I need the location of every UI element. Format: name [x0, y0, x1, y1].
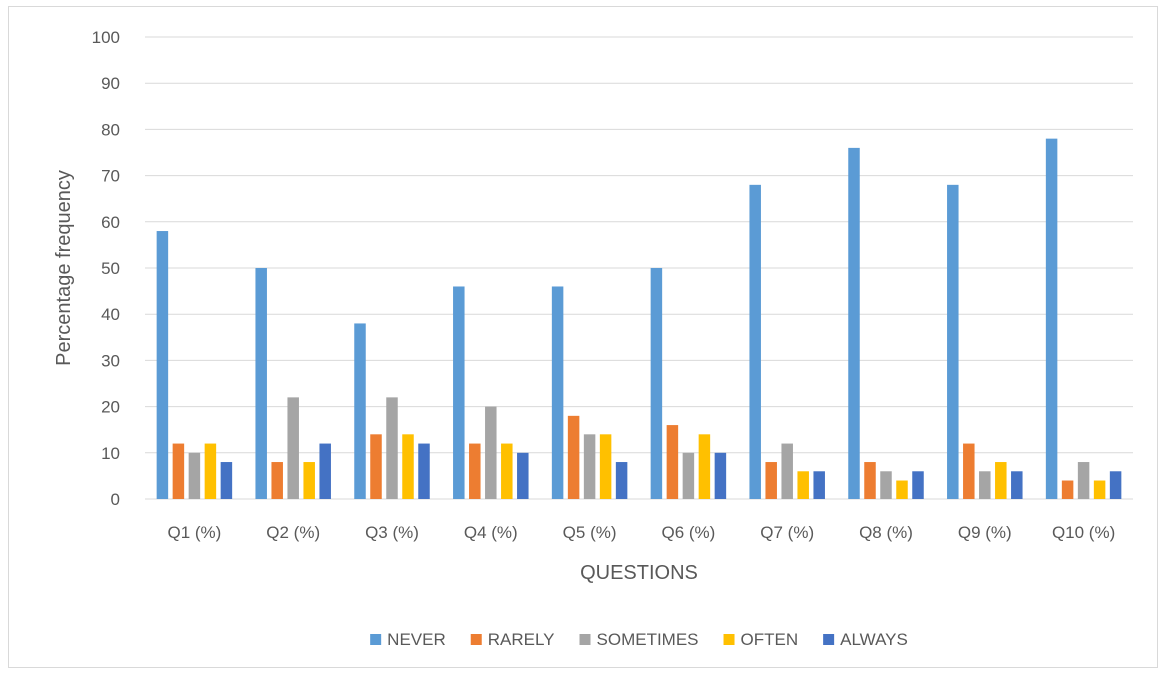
bar-often-q8	[896, 480, 908, 499]
bar-sometimes-q6	[682, 452, 695, 499]
x-tick-label: Q6 (%)	[661, 523, 715, 542]
bar-sometimes-q9	[979, 471, 991, 499]
bar-always-q9	[1011, 471, 1023, 499]
bar-always-q5	[615, 462, 628, 499]
legend-swatch	[370, 634, 382, 645]
legend-item-often: OFTEN	[723, 630, 799, 649]
y-tick-label: 100	[92, 28, 120, 47]
x-tick-label: Q4 (%)	[464, 523, 518, 542]
bar-sometimes-q8	[880, 471, 892, 499]
chart-frame	[8, 6, 1158, 668]
bars	[156, 138, 1122, 500]
bar-never-q9	[947, 184, 959, 499]
legend-label: OFTEN	[741, 630, 799, 649]
y-tick-label: 40	[101, 305, 120, 324]
legend-swatch	[723, 634, 735, 645]
y-axis-ticks: 0 10 20 30 40 50 60 70 80 90 100	[92, 28, 120, 509]
bar-often-q3	[402, 434, 414, 499]
bar-rarely-q2	[271, 462, 283, 499]
bar-always-q7	[813, 471, 825, 499]
legend: NEVER RARELY SOMETIMES OFTEN ALWAYS	[370, 630, 908, 649]
bar-never-q8	[848, 147, 860, 499]
legend-swatch	[823, 634, 835, 645]
bar-often-q6	[698, 434, 711, 499]
bar-rarely-q5	[567, 415, 580, 499]
bar-rarely-q3	[370, 434, 382, 499]
y-tick-label: 30	[101, 351, 120, 370]
legend-label: NEVER	[387, 630, 446, 649]
bar-always-q6	[714, 452, 727, 499]
legend-label: ALWAYS	[840, 630, 908, 649]
bar-never-q10	[1045, 138, 1058, 499]
x-axis-title: QUESTIONS	[580, 562, 698, 584]
bar-rarely-q1	[172, 443, 185, 499]
x-tick-label: Q2 (%)	[266, 523, 320, 542]
x-tick-label: Q8 (%)	[859, 523, 913, 542]
bar-rarely-q8	[864, 462, 876, 499]
legend-item-rarely: RARELY	[470, 630, 555, 649]
y-tick-label: 80	[101, 120, 120, 139]
bar-always-q1	[220, 462, 233, 499]
bar-always-q8	[912, 471, 924, 499]
bar-often-q4	[501, 443, 513, 499]
legend-swatch	[579, 634, 591, 645]
bar-always-q4	[517, 452, 529, 499]
y-tick-label: 70	[101, 167, 120, 186]
y-axis-title: Percentage frequency	[53, 170, 75, 366]
legend-label: RARELY	[488, 630, 555, 649]
bar-never-q6	[650, 268, 663, 499]
legend-swatch	[470, 634, 482, 645]
bar-never-q3	[354, 323, 366, 499]
bar-never-q2	[255, 268, 267, 499]
bar-never-q4	[453, 286, 465, 499]
legend-label: SOMETIMES	[597, 630, 699, 649]
bar-rarely-q10	[1061, 480, 1074, 499]
bar-sometimes-q7	[781, 443, 793, 499]
bar-rarely-q9	[963, 443, 975, 499]
bar-often-q7	[797, 471, 809, 499]
x-tick-label: Q3 (%)	[365, 523, 419, 542]
y-tick-label: 20	[101, 398, 120, 417]
bar-often-q1	[204, 443, 217, 499]
bar-always-q10	[1109, 471, 1122, 499]
bar-sometimes-q1	[188, 452, 201, 499]
bar-often-q5	[599, 434, 612, 499]
bar-often-q9	[995, 462, 1007, 499]
bar-often-q10	[1093, 480, 1106, 499]
y-tick-label: 90	[101, 74, 120, 93]
bar-sometimes-q3	[386, 397, 398, 499]
y-tick-label: 50	[101, 259, 120, 278]
bar-never-q1	[156, 231, 169, 500]
bar-always-q3	[418, 443, 430, 499]
bar-rarely-q6	[666, 425, 679, 499]
y-tick-label: 0	[111, 490, 120, 509]
x-axis-ticks: Q1 (%) Q2 (%) Q3 (%) Q4 (%) Q5 (%) Q6 (%) Q7 (…	[167, 523, 1115, 542]
x-tick-label: Q9 (%)	[958, 523, 1012, 542]
bar-rarely-q7	[765, 462, 777, 499]
y-tick-label: 60	[101, 213, 120, 232]
bar-sometimes-q10	[1077, 462, 1090, 499]
y-tick-label: 10	[101, 444, 120, 463]
x-tick-label: Q1 (%)	[167, 523, 221, 542]
bar-never-q7	[749, 184, 761, 499]
bar-always-q2	[319, 443, 331, 499]
x-tick-label: Q7 (%)	[760, 523, 814, 542]
bar-sometimes-q2	[287, 397, 299, 499]
x-tick-label: Q10 (%)	[1052, 523, 1115, 542]
legend-item-never: NEVER	[370, 630, 446, 649]
bar-sometimes-q5	[583, 434, 596, 499]
bar-never-q5	[551, 286, 564, 499]
legend-item-sometimes: SOMETIMES	[579, 630, 699, 649]
legend-item-always: ALWAYS	[823, 630, 908, 649]
x-tick-label: Q5 (%)	[563, 523, 617, 542]
bar-sometimes-q4	[485, 406, 497, 499]
bar-rarely-q4	[469, 443, 481, 499]
bar-often-q2	[303, 462, 315, 499]
